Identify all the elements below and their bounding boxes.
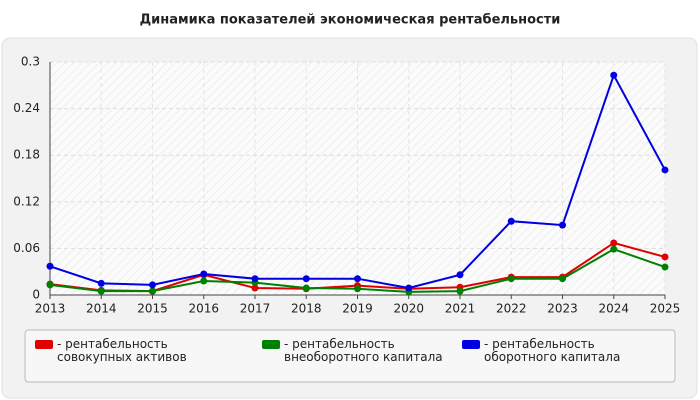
data-point xyxy=(97,279,105,287)
chart-title: Динамика показателей экономическая рента… xyxy=(140,13,561,28)
x-tick-label: 2025 xyxy=(650,302,681,316)
legend-swatch xyxy=(35,340,53,349)
x-tick-label: 2016 xyxy=(188,302,219,316)
x-tick-label: 2019 xyxy=(342,302,373,316)
data-point xyxy=(456,287,464,295)
y-tick-label: 0.06 xyxy=(13,241,40,255)
data-point xyxy=(610,71,618,79)
x-tick-label: 2014 xyxy=(86,302,117,316)
data-point xyxy=(456,271,464,279)
legend-label: - рентабельность оборотного капитала xyxy=(484,337,621,364)
legend-item: - рентабельность оборотного капитала xyxy=(462,338,662,364)
data-point xyxy=(200,277,208,285)
data-point xyxy=(149,281,156,289)
data-point xyxy=(559,221,566,229)
x-tick-label: 2022 xyxy=(496,302,527,316)
data-point xyxy=(149,287,156,295)
data-point xyxy=(405,284,413,292)
data-point xyxy=(251,275,259,283)
x-tick-label: 2021 xyxy=(445,302,476,316)
legend-swatch xyxy=(262,340,280,349)
data-point xyxy=(354,285,361,293)
data-point xyxy=(302,284,310,292)
data-point xyxy=(46,262,54,270)
x-tick-label: 2013 xyxy=(35,302,66,316)
legend-label: - рентабельность внеоборотного капитала xyxy=(284,337,443,364)
x-tick-label: 2020 xyxy=(393,302,424,316)
legend-item: - рентабельность совокупных активов xyxy=(35,338,235,364)
data-point xyxy=(507,275,515,283)
y-tick-label: 0.18 xyxy=(13,148,40,162)
data-point xyxy=(302,275,310,283)
x-tick-label: 2017 xyxy=(240,302,271,316)
data-point xyxy=(661,263,669,271)
data-point xyxy=(354,275,361,283)
data-point xyxy=(97,287,105,295)
legend-item: - рентабельность внеоборотного капитала xyxy=(262,338,462,364)
data-point xyxy=(46,281,54,289)
x-tick-label: 2023 xyxy=(547,302,578,316)
data-point xyxy=(251,284,259,292)
x-tick-label: 2015 xyxy=(137,302,168,316)
y-tick-label: 0 xyxy=(32,288,40,302)
data-point xyxy=(661,253,669,261)
data-point xyxy=(661,166,669,174)
legend-swatch xyxy=(462,340,480,349)
x-tick-label: 2024 xyxy=(598,302,629,316)
data-point xyxy=(507,217,515,225)
data-point xyxy=(200,270,208,278)
y-tick-label: 0.12 xyxy=(13,194,40,208)
y-tick-label: 0.3 xyxy=(21,55,40,69)
y-tick-label: 0.24 xyxy=(13,101,40,115)
data-point xyxy=(610,239,618,247)
legend-label: - рентабельность совокупных активов xyxy=(57,337,187,364)
data-point xyxy=(610,245,618,253)
data-point xyxy=(559,275,566,283)
x-tick-label: 2018 xyxy=(291,302,322,316)
legend-box xyxy=(24,329,676,383)
